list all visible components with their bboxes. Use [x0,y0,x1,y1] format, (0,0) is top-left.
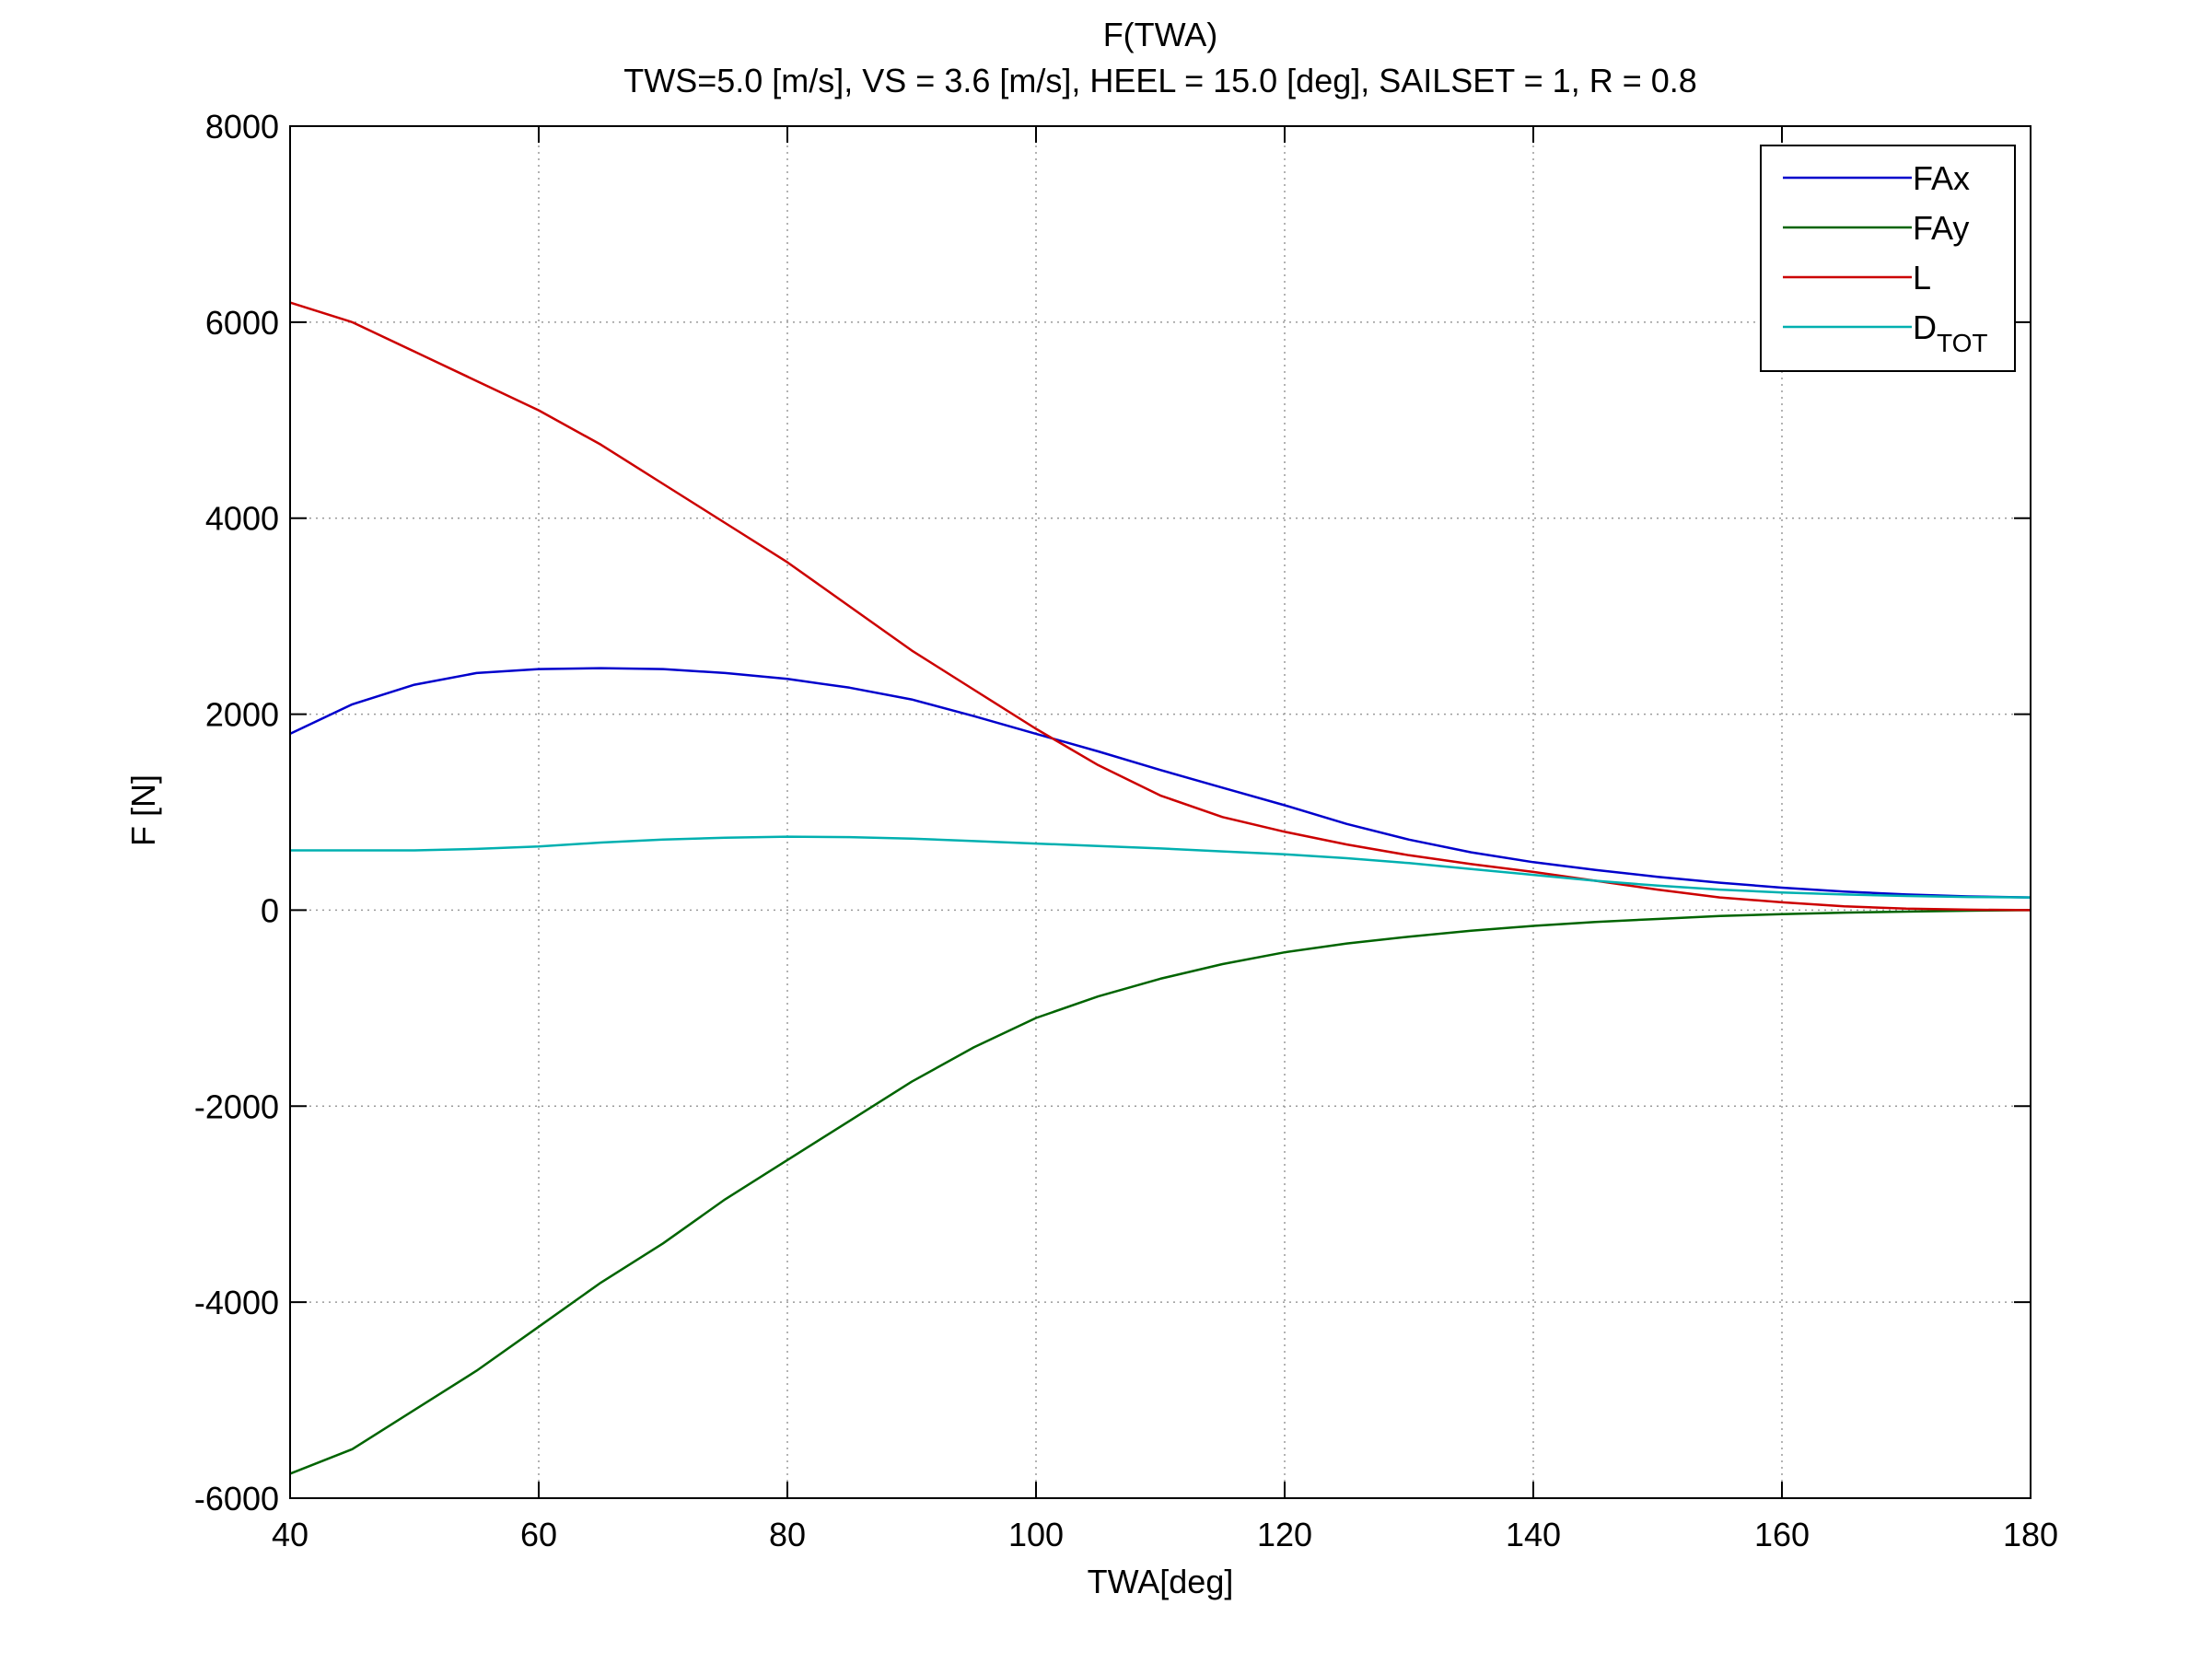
x-tick-label: 120 [1257,1516,1312,1553]
y-tick-label: -2000 [194,1087,279,1125]
legend-label-subscript: TOT [1937,329,1987,357]
series-line-l [289,301,2032,912]
y-tick-label: 4000 [205,500,279,538]
x-tick-label: 180 [2003,1516,2058,1553]
x-tick-label: 140 [1506,1516,1561,1553]
chart-subtitle: TWS=5.0 [m/s], VS = 3.6 [m/s], HEEL = 15… [623,62,1697,99]
y-tick-label: 6000 [205,304,279,342]
x-tick-label: 60 [520,1516,557,1553]
legend-label: FAy [1913,209,1969,247]
series-layer [289,301,2032,1475]
plot-frame [289,125,2032,1499]
tick-layer: 40 60 80 100 120 140 160 180 -6000 -4000 -2000 0 200… [194,108,2058,1553]
series-line-fax [289,667,2032,899]
x-axis-label: TWA[deg] [1088,1563,1234,1600]
x-tick-label: 100 [1008,1516,1064,1553]
x-tick-label: 40 [272,1516,309,1553]
y-tick-label: 0 [261,891,279,929]
y-tick-label: 8000 [205,108,279,145]
x-tick-label: 80 [769,1516,806,1553]
y-tick-label: -6000 [194,1480,279,1518]
legend-label: L [1913,259,1931,297]
series-line-fay [289,909,2032,1475]
legend-box [1760,145,2016,372]
grid-layer [290,126,2031,1498]
y-axis-label: F [N] [124,774,162,846]
x-tick-label: 160 [1754,1516,1810,1553]
y-tick-label: 2000 [205,696,279,734]
chart-title: F(TWA) [1103,16,1218,53]
y-tick-label: -4000 [194,1284,279,1321]
series-line-d-tot [290,835,2032,899]
legend-label: FAx [1913,159,1970,197]
